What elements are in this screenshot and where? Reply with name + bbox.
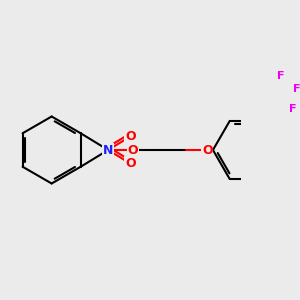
Text: N: N	[103, 143, 113, 157]
Text: O: O	[128, 143, 138, 157]
Text: F: F	[289, 104, 297, 114]
Text: F: F	[293, 84, 300, 94]
Text: O: O	[125, 130, 136, 143]
Text: O: O	[202, 143, 212, 157]
Text: F: F	[277, 71, 285, 81]
Text: O: O	[125, 157, 136, 170]
